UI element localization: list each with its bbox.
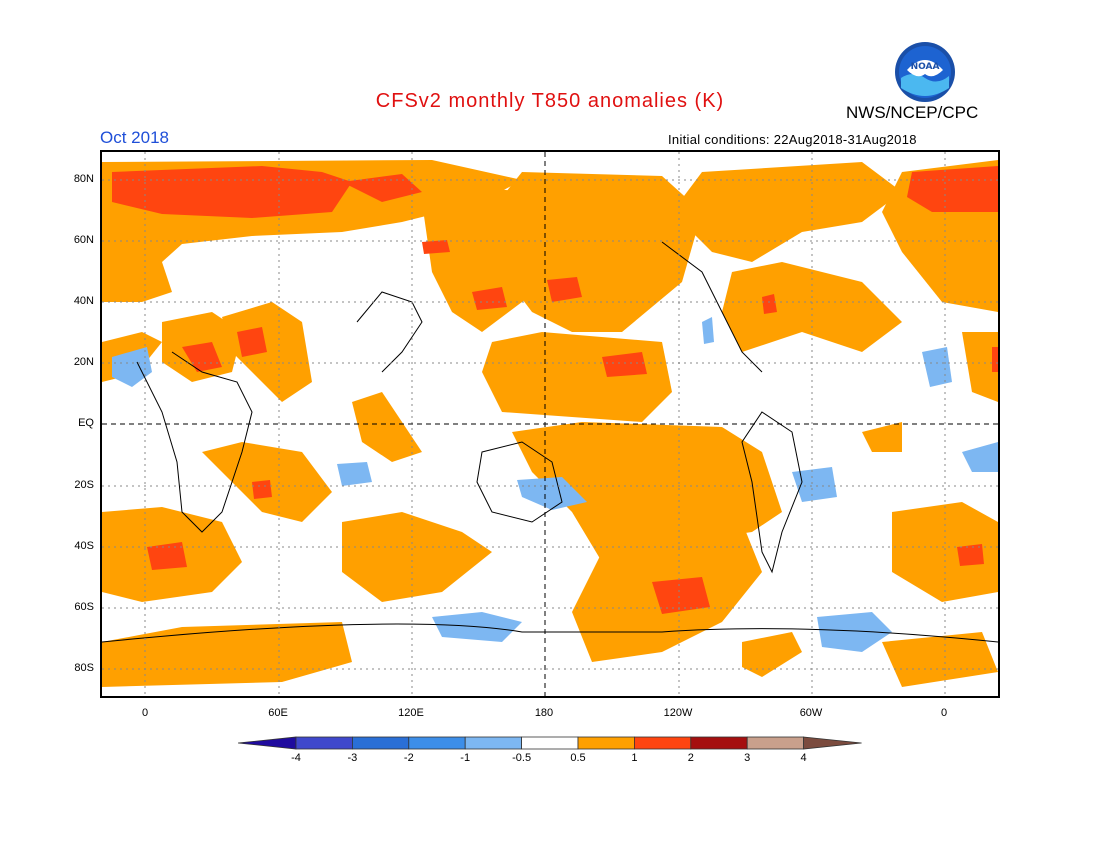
lon-label: 0: [141, 707, 149, 719]
colorbar-segment: [746, 736, 805, 750]
colorbar-segment: [690, 736, 748, 750]
colorbar-label: -1: [460, 752, 471, 764]
colorbar-label: 1: [631, 752, 638, 764]
colorbar-segment: [295, 736, 353, 750]
valid-month-label: Oct 2018: [100, 128, 169, 147]
coastlines: [102, 241, 998, 643]
lat-label: EQ: [78, 417, 94, 429]
lat-label: 20S: [74, 479, 94, 491]
organization-label: NWS/NCEP/CPC: [846, 103, 979, 122]
lon-label: 120W: [663, 707, 693, 719]
lon-label: 60W: [799, 707, 823, 719]
lat-label: 40N: [73, 295, 94, 307]
warm-anomaly-areas: [102, 160, 998, 687]
noaa-logo: NOAA: [893, 40, 957, 104]
lon-label: 180: [534, 707, 554, 719]
lat-label: 60N: [73, 234, 94, 246]
equator-dateline: [102, 152, 998, 696]
colorbar-label: 4: [800, 752, 807, 764]
colorbar-label: -4: [291, 752, 301, 764]
colorbar-arrow-max: [803, 736, 862, 750]
lon-label: 120E: [398, 707, 424, 719]
colorbar-segment: [521, 736, 579, 750]
lat-label: 40S: [74, 540, 94, 552]
strong-warm-anomaly-areas: [112, 166, 998, 614]
lat-label: 80N: [73, 173, 94, 185]
colorbar-segment: [352, 736, 410, 750]
lat-label: 80S: [74, 662, 94, 674]
colorbar-arrow-min: [237, 736, 297, 750]
colorbar: [237, 733, 862, 753]
colorbar-label: -2: [403, 752, 414, 764]
colorbar-segment: [408, 736, 466, 750]
colorbar-segment: [633, 736, 692, 750]
colorbar-segment: [577, 736, 635, 750]
colorbar-label: 3: [744, 752, 751, 764]
anomaly-map: [100, 150, 1000, 698]
lat-label: 60S: [74, 601, 94, 613]
initial-conditions-label: Initial conditions: 22Aug2018-31Aug2018: [668, 132, 917, 147]
colorbar-label: -0.5: [512, 752, 532, 764]
colorbar-label: 0.5: [570, 752, 586, 764]
cool-anomaly-areas: [112, 317, 998, 652]
colorbar-label: 2: [687, 752, 694, 764]
colorbar-label: -3: [347, 752, 358, 764]
map-title: CFSv2 monthly T850 anomalies (K): [375, 90, 725, 112]
anomaly-map-svg: [102, 152, 998, 696]
logo-text: NOAA: [911, 62, 940, 72]
lon-label: 60E: [268, 707, 288, 719]
lon-label: 0: [940, 707, 948, 719]
lat-label: 20N: [73, 356, 94, 368]
colorbar-segment: [464, 736, 522, 750]
